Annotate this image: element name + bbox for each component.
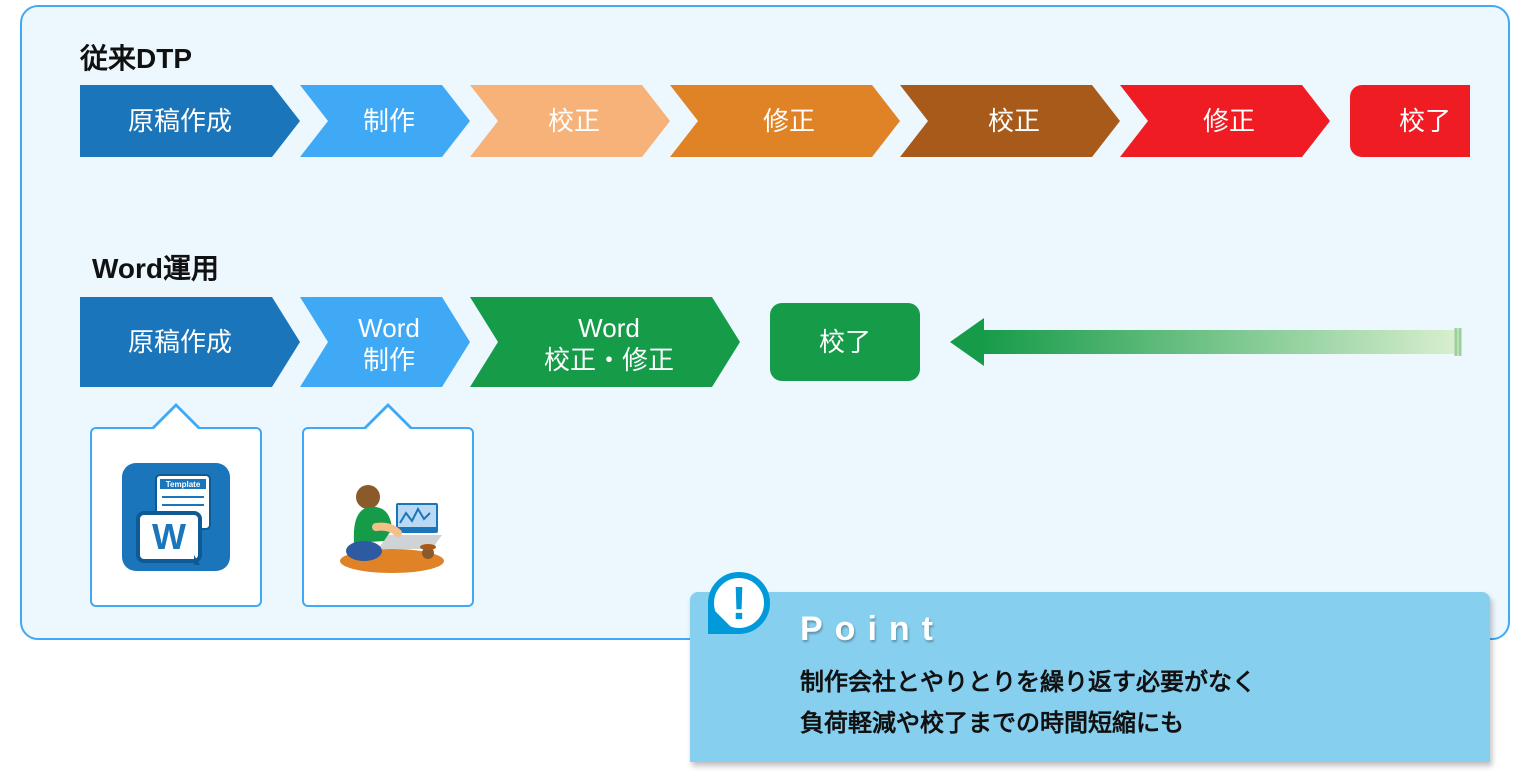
svg-text:Template: Template [166,480,201,489]
svg-text:修正: 修正 [763,106,815,136]
svg-text:校正・修正: 校正・修正 [544,345,674,375]
svg-text:原稿作成: 原稿作成 [128,106,232,136]
svg-text:校正: 校正 [988,106,1040,136]
svg-text:Word: Word [578,313,640,343]
word-template-icon: Template W [116,457,236,577]
template-callout: Template W [90,427,262,607]
svg-text:Word: Word [358,313,420,343]
point-box: ! Point 制作会社とやりとりを繰り返す必要がなく 負荷軽減や校了までの時間… [690,592,1490,762]
editor-callout [302,427,474,607]
dtp-flow: 原稿作成 制作 校正 修正 校正 修正 校了 [80,85,1470,157]
point-badge: ! [708,572,770,634]
comparison-panel: 従来DTP 原稿作成制作校正修正校正修正校了 Word運用 原稿作成Word制作… [20,5,1510,640]
svg-text:制作: 制作 [363,106,415,136]
point-title: Point [800,610,1460,649]
svg-text:W: W [152,516,186,557]
point-badge-text: ! [731,580,746,626]
svg-text:校了: 校了 [819,327,871,357]
person-at-desk-icon [328,457,448,577]
svg-text:修正: 修正 [1203,106,1255,136]
point-text: 制作会社とやりとりを繰り返す必要がなく 負荷軽減や校了までの時間短縮にも [800,663,1460,745]
svg-text:校了: 校了 [1399,106,1451,136]
svg-text:制作: 制作 [363,345,415,375]
word-title: Word運用 [92,247,219,287]
dtp-title: 従来DTP [80,37,192,77]
svg-text:校正: 校正 [548,106,600,136]
word-flow: 原稿作成Word制作Word校正・修正校了 [80,297,1470,387]
svg-text:原稿作成: 原稿作成 [128,327,232,357]
